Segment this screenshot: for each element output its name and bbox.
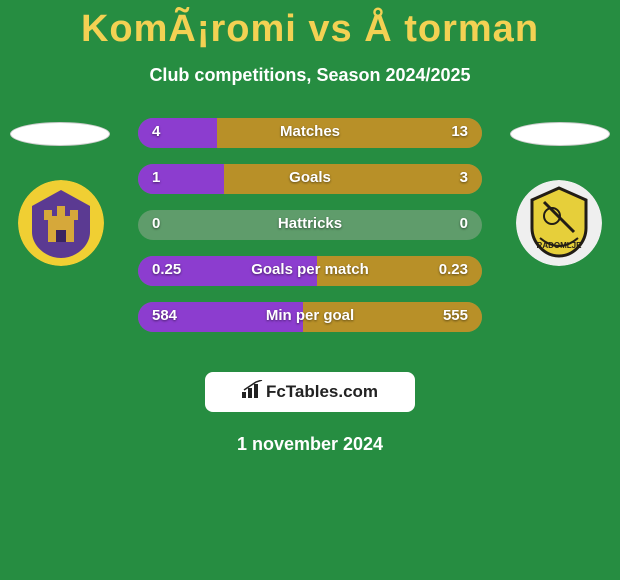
bar-left — [138, 118, 217, 148]
stats-block: 4 Matches 13 1 Goals 3 0 Hattricks 0 — [138, 118, 482, 348]
infographic-container: KomÃ¡romi vs Å torman Club competitions,… — [0, 0, 620, 580]
country-flag-left — [10, 122, 110, 146]
stat-row-matches: 4 Matches 13 — [138, 118, 482, 148]
stat-label: Goals — [289, 169, 331, 186]
stat-value-left: 4 — [152, 123, 160, 140]
stat-value-left: 0.25 — [152, 261, 181, 278]
stat-value-right: 0.23 — [439, 261, 468, 278]
stat-value-right: 0 — [460, 215, 468, 232]
stat-value-left: 1 — [152, 169, 160, 186]
brand-box[interactable]: FcTables.com — [205, 372, 415, 412]
stat-row-gpm: 0.25 Goals per match 0.23 — [138, 256, 482, 286]
subtitle: Club competitions, Season 2024/2025 — [0, 65, 620, 86]
club-badge-left — [18, 180, 104, 266]
stat-label: Hattricks — [278, 215, 342, 232]
stat-row-goals: 1 Goals 3 — [138, 164, 482, 194]
page-title: KomÃ¡romi vs Å torman — [0, 0, 620, 51]
match-date: 1 november 2024 — [0, 434, 620, 455]
chart-icon — [242, 373, 264, 413]
svg-text:RADOMLJE: RADOMLJE — [537, 241, 583, 250]
club-badge-right: RADOMLJE — [516, 180, 602, 266]
brand-text: FcTables.com — [266, 382, 378, 401]
stat-value-right: 3 — [460, 169, 468, 186]
stat-label: Goals per match — [251, 261, 369, 278]
stat-label: Min per goal — [266, 307, 354, 324]
bar-right — [217, 118, 482, 148]
stat-label: Matches — [280, 123, 340, 140]
footer-area: FcTables.com 1 november 2024 — [0, 372, 620, 455]
bar-right — [224, 164, 482, 194]
stat-value-right: 555 — [443, 307, 468, 324]
stat-row-hattricks: 0 Hattricks 0 — [138, 210, 482, 240]
stats-area: RADOMLJE 4 Matches 13 1 Goals 3 0 Ha — [0, 128, 620, 358]
stat-value-left: 584 — [152, 307, 177, 324]
stat-value-right: 13 — [451, 123, 468, 140]
stat-row-mpg: 584 Min per goal 555 — [138, 302, 482, 332]
stat-value-left: 0 — [152, 215, 160, 232]
country-flag-right — [510, 122, 610, 146]
bar-left — [138, 164, 224, 194]
